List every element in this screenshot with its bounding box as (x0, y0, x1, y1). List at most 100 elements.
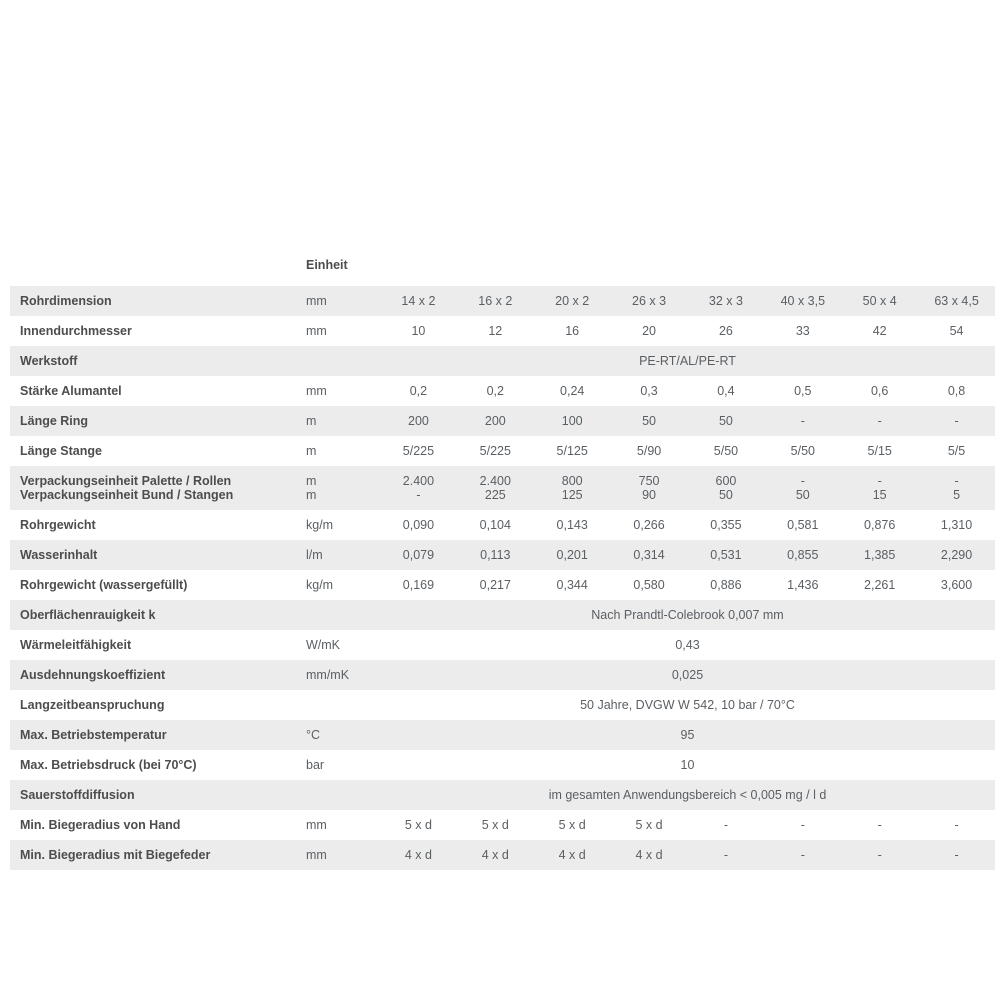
row-value: - (841, 406, 918, 436)
row-value: 0,079 (380, 540, 457, 570)
row-unit (300, 600, 380, 630)
row-value: 16 (534, 316, 611, 346)
row-unit: °C (300, 720, 380, 750)
table-row: Innendurchmessermm1012162026334254 (10, 316, 995, 346)
row-label: Max. Betriebstemperatur (10, 720, 300, 750)
row-value: - (764, 840, 841, 870)
row-value: 0,581 (764, 510, 841, 540)
row-label: Rohrgewicht (wassergefüllt) (10, 570, 300, 600)
table-body: Rohrdimensionmm14 x 216 x 220 x 226 x 33… (10, 286, 995, 870)
row-unit (300, 690, 380, 720)
row-value: 800 (534, 466, 611, 488)
row-unit: kg/m (300, 510, 380, 540)
row-value: 5/90 (611, 436, 688, 466)
row-value: 14 x 2 (380, 286, 457, 316)
row-unit: l/m (300, 540, 380, 570)
row-value: 0,24 (534, 376, 611, 406)
row-value: 26 (688, 316, 765, 346)
row-label: Wärmeleitfähigkeit (10, 630, 300, 660)
table-row: Oberflächenrauigkeit kNach Prandtl-Coleb… (10, 600, 995, 630)
row-span-value: 10 (380, 750, 995, 780)
row-unit: bar (300, 750, 380, 780)
row-value: 5/50 (688, 436, 765, 466)
table-row: Rohrgewichtkg/m0,0900,1040,1430,2660,355… (10, 510, 995, 540)
row-value: 32 x 3 (688, 286, 765, 316)
row-unit (300, 346, 380, 376)
row-label: Max. Betriebsdruck (bei 70°C) (10, 750, 300, 780)
row-value: 0,344 (534, 570, 611, 600)
row-span-value: PE-RT/AL/PE-RT (380, 346, 995, 376)
row-value: 0,113 (457, 540, 534, 570)
row-value: 0,8 (918, 376, 995, 406)
row-value: 2.400 (380, 466, 457, 488)
table-row: Sauerstoffdiffusionim gesamten Anwendung… (10, 780, 995, 810)
row-value: 0,6 (841, 376, 918, 406)
table-row: WerkstoffPE-RT/AL/PE-RT (10, 346, 995, 376)
table-row: Rohrdimensionmm14 x 216 x 220 x 226 x 33… (10, 286, 995, 316)
row-value: 16 x 2 (457, 286, 534, 316)
row-label: Langzeitbeanspruchung (10, 690, 300, 720)
row-label: Verpackungseinheit Palette / Rollen (10, 466, 300, 488)
table-row: Verpackungseinheit Bund / Stangenm-22512… (10, 488, 995, 510)
row-value: - (688, 840, 765, 870)
row-value: 50 (688, 488, 765, 510)
row-unit: mm (300, 316, 380, 346)
table-row: Rohrgewicht (wassergefüllt)kg/m0,1690,21… (10, 570, 995, 600)
row-value: 200 (380, 406, 457, 436)
table-row: Min. Biegeradius von Handmm5 x d5 x d5 x… (10, 810, 995, 840)
row-value: 2,261 (841, 570, 918, 600)
row-value: 0,104 (457, 510, 534, 540)
row-unit: W/mK (300, 630, 380, 660)
row-span-value: 0,43 (380, 630, 995, 660)
row-value: 5/15 (841, 436, 918, 466)
row-unit: mm (300, 376, 380, 406)
table-row: Stärke Alumantelmm0,20,20,240,30,40,50,6… (10, 376, 995, 406)
row-value: 50 (611, 406, 688, 436)
row-value: 125 (534, 488, 611, 510)
row-value: 90 (611, 488, 688, 510)
row-value: 26 x 3 (611, 286, 688, 316)
row-unit: mm (300, 840, 380, 870)
row-label: Länge Stange (10, 436, 300, 466)
row-value: 5/225 (380, 436, 457, 466)
row-label: Ausdehnungskoeffizient (10, 660, 300, 690)
row-value: - (918, 406, 995, 436)
row-unit: m (300, 488, 380, 510)
row-value: 750 (611, 466, 688, 488)
row-value: 5 x d (611, 810, 688, 840)
table-row: Ausdehnungskoeffizientmm/mK0,025 (10, 660, 995, 690)
row-value: 5/225 (457, 436, 534, 466)
row-value: 4 x d (611, 840, 688, 870)
row-value: - (764, 406, 841, 436)
row-label: Stärke Alumantel (10, 376, 300, 406)
row-value: 5 (918, 488, 995, 510)
row-value: 100 (534, 406, 611, 436)
row-label: Verpackungseinheit Bund / Stangen (10, 488, 300, 510)
row-value: - (841, 466, 918, 488)
row-unit: kg/m (300, 570, 380, 600)
row-value: 0,2 (457, 376, 534, 406)
row-value: 12 (457, 316, 534, 346)
table-row: Länge Ringm2002001005050--- (10, 406, 995, 436)
row-value: 1,310 (918, 510, 995, 540)
row-value: 0,3 (611, 376, 688, 406)
row-value: 0,855 (764, 540, 841, 570)
row-value: 5/5 (918, 436, 995, 466)
row-value: 0,2 (380, 376, 457, 406)
row-span-value: 95 (380, 720, 995, 750)
table-row: Max. Betriebstemperatur°C95 (10, 720, 995, 750)
row-value: 33 (764, 316, 841, 346)
row-label: Länge Ring (10, 406, 300, 436)
row-value: 2,290 (918, 540, 995, 570)
row-value: 4 x d (534, 840, 611, 870)
row-value: 5/50 (764, 436, 841, 466)
row-value: 5 x d (457, 810, 534, 840)
row-label: Wasserinhalt (10, 540, 300, 570)
row-value: 0,531 (688, 540, 765, 570)
row-span-value: 50 Jahre, DVGW W 542, 10 bar / 70°C (380, 690, 995, 720)
row-value: 1,436 (764, 570, 841, 600)
row-value: 3,600 (918, 570, 995, 600)
row-value: 54 (918, 316, 995, 346)
row-value: 200 (457, 406, 534, 436)
row-value: 0,876 (841, 510, 918, 540)
